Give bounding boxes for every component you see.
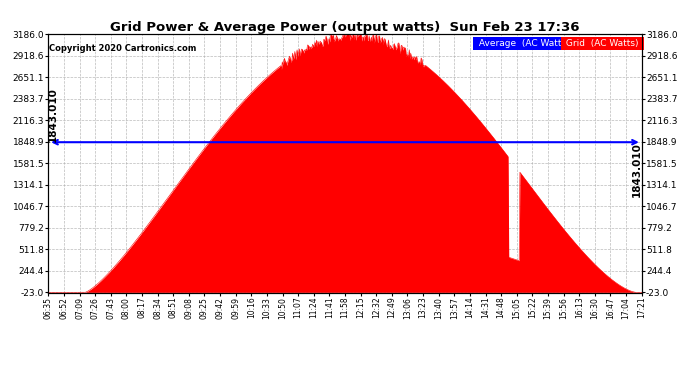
Text: Average  (AC Watts): Average (AC Watts): [475, 39, 572, 48]
Text: 1843.010: 1843.010: [48, 87, 58, 142]
Text: Grid  (AC Watts): Grid (AC Watts): [563, 39, 642, 48]
Text: Copyright 2020 Cartronics.com: Copyright 2020 Cartronics.com: [50, 44, 197, 53]
Text: 1843.010: 1843.010: [632, 142, 642, 197]
Title: Grid Power & Average Power (output watts)  Sun Feb 23 17:36: Grid Power & Average Power (output watts…: [110, 21, 580, 34]
